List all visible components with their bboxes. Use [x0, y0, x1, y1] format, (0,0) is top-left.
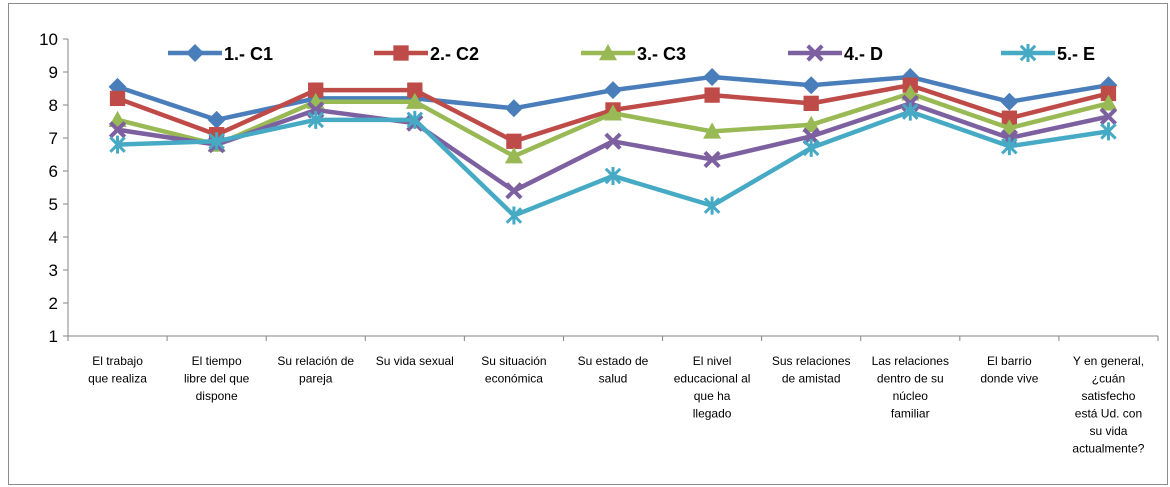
data-point-series-2 — [308, 82, 324, 98]
x-tick-label: Y en general, ¿cuán satisfecho está Ud. con… — [1072, 354, 1144, 456]
data-point-series-1 — [1000, 92, 1019, 111]
data-point-series-3 — [405, 92, 424, 109]
data-point-series-1 — [504, 99, 523, 118]
legend-marker-2 — [393, 45, 409, 61]
legend-marker-4 — [806, 44, 824, 62]
data-point-series-4 — [505, 182, 523, 200]
data-point-series-3 — [703, 122, 722, 139]
data-point-series-5 — [109, 135, 126, 154]
data-point-series-4 — [1099, 107, 1118, 126]
data-point-series-2 — [1100, 85, 1117, 102]
y-tick-label: 7 — [49, 129, 58, 148]
legend-marker-1 — [186, 44, 204, 62]
y-tick-label: 2 — [49, 294, 58, 313]
data-point-series-3 — [604, 104, 622, 121]
data-point-series-2 — [1001, 110, 1018, 126]
legend-label-5: 5.- E — [1057, 44, 1095, 64]
data-point-series-3 — [802, 115, 821, 132]
y-tick-label: 6 — [49, 162, 58, 181]
y-tick-label: 4 — [49, 228, 58, 247]
x-tick-label: Sus relaciones de amistad — [772, 354, 851, 386]
x-tick-label: Las relaciones dentro de su núcleo familiar — [872, 354, 949, 421]
data-point-series-4 — [604, 132, 622, 150]
chart-frame — [8, 3, 1168, 485]
data-point-series-2 — [803, 95, 819, 111]
legend-marker-5 — [1019, 44, 1037, 62]
data-point-series-1 — [207, 110, 226, 129]
y-tick-label: 3 — [49, 261, 58, 280]
data-point-series-5 — [1100, 122, 1117, 141]
legend-label-4: 4.- D — [844, 44, 883, 64]
data-point-series-5 — [802, 138, 820, 157]
legend-label-1: 1.- C1 — [224, 44, 273, 64]
y-tick-label: 9 — [49, 63, 58, 82]
y-tick-label: 5 — [49, 195, 58, 214]
x-tick-label: El trabajo que realiza — [88, 354, 147, 386]
data-point-series-5 — [1001, 137, 1018, 156]
data-point-series-2 — [704, 87, 720, 103]
x-tick-label: Su vida sexual — [376, 354, 454, 368]
x-tick-label: Su relación de pareja — [277, 354, 354, 386]
data-point-series-5 — [902, 102, 919, 121]
data-point-series-5 — [406, 110, 424, 129]
x-tick-label: El tiempo libre del que dispone — [184, 354, 250, 403]
data-point-series-2 — [407, 82, 423, 98]
y-tick-label: 10 — [39, 30, 58, 49]
data-point-series-5 — [604, 166, 622, 185]
data-point-series-5 — [505, 206, 523, 225]
legend-label-2: 2.- C2 — [430, 44, 479, 64]
data-point-series-1 — [703, 67, 722, 86]
data-point-series-3 — [504, 147, 523, 164]
data-point-series-4 — [108, 121, 127, 139]
data-point-series-5 — [208, 132, 225, 151]
x-tick-label: El nivel educacional al que ha llegado — [674, 354, 751, 421]
data-point-series-1 — [802, 76, 821, 95]
data-point-series-5 — [307, 110, 324, 129]
y-tick-label: 1 — [49, 327, 58, 346]
data-point-series-2 — [506, 133, 522, 149]
y-tick-label: 8 — [49, 96, 58, 115]
data-point-series-2 — [109, 90, 126, 107]
x-tick-label: El barrio donde vive — [980, 354, 1038, 386]
x-tick-label: Su situación económica — [481, 354, 546, 386]
legend-label-3: 3.- C3 — [637, 44, 686, 64]
x-tick-label: Su estado de salud — [578, 354, 649, 386]
data-point-series-4 — [703, 150, 721, 169]
data-point-series-1 — [604, 81, 622, 100]
legend-marker-3 — [599, 44, 617, 61]
data-point-series-3 — [1099, 94, 1118, 111]
data-point-series-5 — [703, 196, 721, 215]
